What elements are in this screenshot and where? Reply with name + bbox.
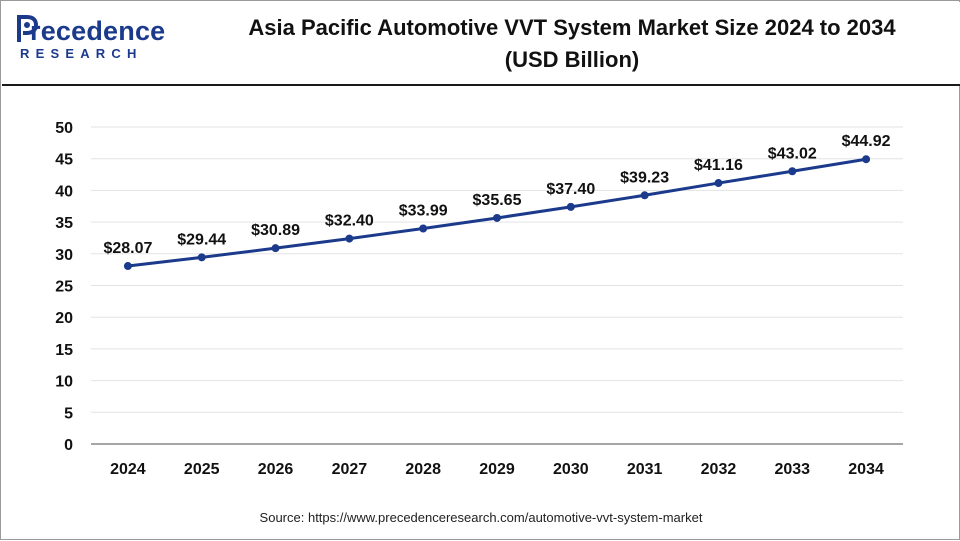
x-tick-label: 2025 xyxy=(184,461,220,478)
x-tick-label: 2031 xyxy=(627,461,663,478)
y-tick-label: 5 xyxy=(64,405,73,422)
data-point xyxy=(345,234,354,243)
chart-title: Asia Pacific Automotive VVT System Marke… xyxy=(192,12,952,76)
x-tick-label: 2032 xyxy=(701,461,737,478)
y-tick-label: 35 xyxy=(55,215,73,232)
x-tick-label: 2030 xyxy=(553,461,589,478)
y-tick-label: 30 xyxy=(55,247,73,264)
chart-header: recedence RESEARCH Asia Pacific Automoti… xyxy=(2,2,960,86)
data-point xyxy=(862,155,871,164)
chart-title-line-1: Asia Pacific Automotive VVT System Marke… xyxy=(248,15,896,40)
x-axis-tick-labels: 2024 2025 2026 2027 2028 2029 2030 2031 2032 2033… xyxy=(110,461,884,478)
logo-subtitle: RESEARCH xyxy=(20,46,143,61)
x-tick-label: 2029 xyxy=(479,461,515,478)
data-label: $43.02 xyxy=(768,145,817,162)
source-note: Source: https://www.precedenceresearch.c… xyxy=(259,510,703,525)
x-tick-label: 2026 xyxy=(258,461,294,478)
y-axis-tick-labels: 0 5 10 15 20 25 30 35 40 45 50 xyxy=(55,120,73,454)
data-point xyxy=(197,253,206,262)
data-point xyxy=(271,244,280,253)
brand-logo: recedence RESEARCH xyxy=(16,15,166,66)
data-point xyxy=(640,191,649,200)
data-label: $32.40 xyxy=(325,213,374,230)
y-tick-label: 15 xyxy=(55,342,73,359)
y-tick-label: 50 xyxy=(55,120,73,137)
data-point xyxy=(493,213,501,222)
data-label: $29.44 xyxy=(177,231,226,248)
y-tick-label: 25 xyxy=(55,279,73,296)
logo-p-icon xyxy=(17,15,38,42)
x-tick-label: 2033 xyxy=(774,461,810,478)
data-point xyxy=(788,167,797,176)
data-label: $37.40 xyxy=(546,181,595,198)
data-label: $28.07 xyxy=(103,240,152,257)
chart-title-line-2: (USD Billion) xyxy=(504,47,640,72)
grid-lines xyxy=(91,126,903,413)
x-tick-label: 2024 xyxy=(110,461,146,478)
y-tick-label: 0 xyxy=(64,437,73,454)
data-label: $33.99 xyxy=(399,203,448,220)
x-tick-label: 2027 xyxy=(332,461,368,478)
data-labels: $28.07 $29.44 $30.89 $32.40 $33.99 $35.65 $37.… xyxy=(103,133,890,257)
data-label: $39.23 xyxy=(620,169,669,186)
series-line xyxy=(127,157,867,268)
data-point xyxy=(566,202,575,211)
x-tick-label: 2034 xyxy=(848,461,884,478)
data-point xyxy=(714,179,723,188)
y-tick-label: 40 xyxy=(55,183,73,200)
data-label: $44.92 xyxy=(842,133,891,150)
series-market-size xyxy=(123,155,871,271)
data-label: $30.89 xyxy=(251,222,300,239)
data-label: $41.16 xyxy=(694,157,743,174)
y-tick-label: 45 xyxy=(55,152,73,169)
x-tick-label: 2028 xyxy=(405,461,441,478)
data-point xyxy=(123,262,132,271)
logo-wordmark: recedence xyxy=(30,16,166,46)
y-tick-label: 10 xyxy=(55,374,73,391)
data-point xyxy=(419,224,428,233)
data-label: $35.65 xyxy=(473,192,522,209)
y-tick-label: 20 xyxy=(55,310,73,327)
